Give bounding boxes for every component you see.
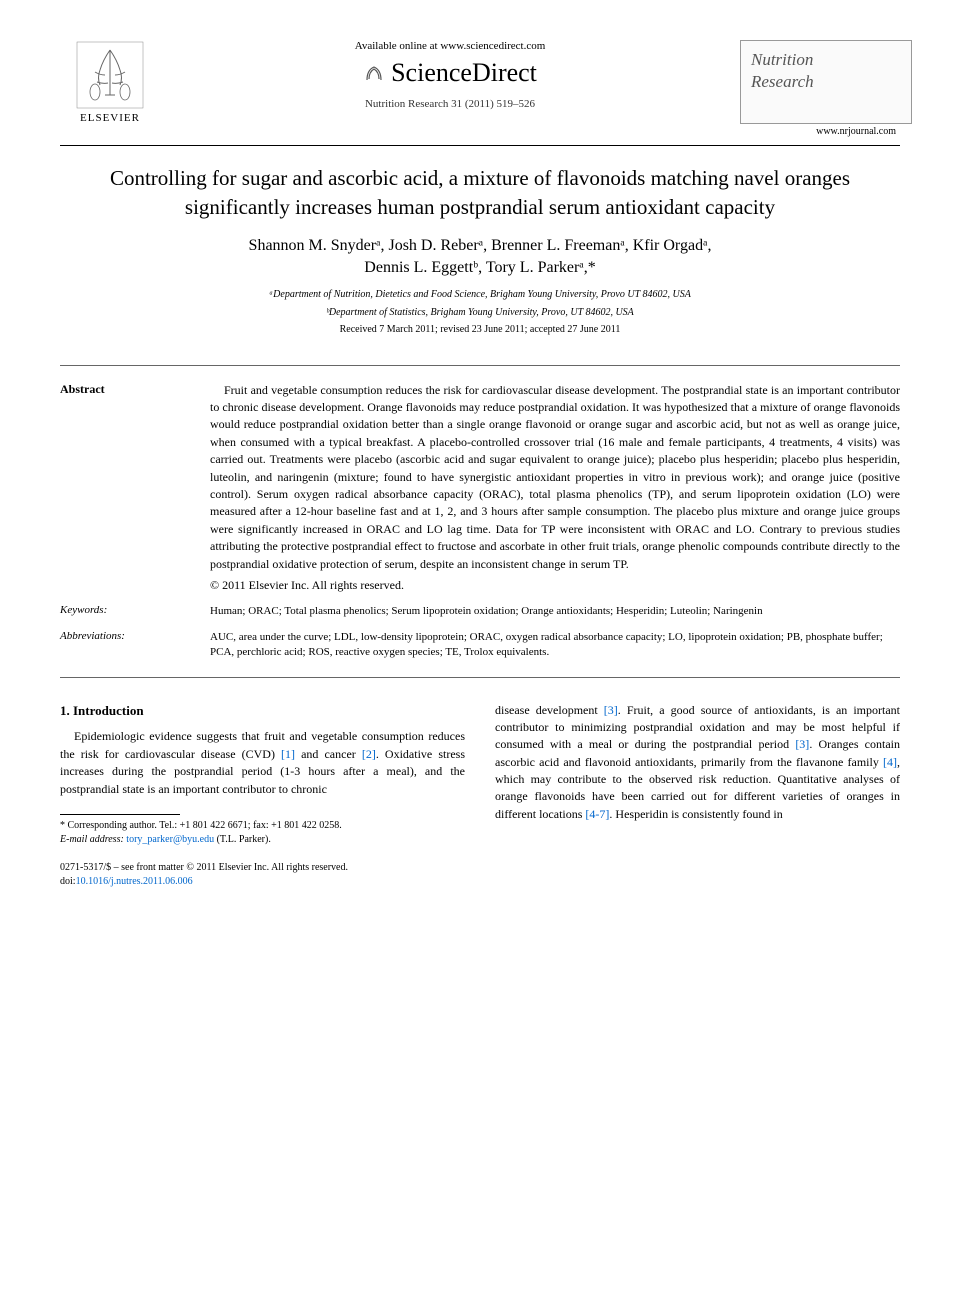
column-left: 1. Introduction Epidemiologic evidence s… — [60, 702, 465, 889]
authors-line1: Shannon M. Snyderᵃ, Josh D. Reberᵃ, Bren… — [60, 235, 900, 257]
article-dates: Received 7 March 2011; revised 23 June 2… — [60, 324, 900, 335]
email-footnote: E-mail address: tory_parker@byu.edu (T.L… — [60, 833, 465, 847]
sciencedirect-brand: ScienceDirect — [180, 58, 720, 88]
elsevier-logo-icon — [75, 40, 145, 110]
ref-link-3a[interactable]: [3] — [604, 703, 618, 717]
journal-name-line2: Research — [751, 71, 901, 93]
issn-footer: 0271-5317/$ – see front matter © 2011 El… — [60, 861, 465, 875]
abstract-body: Fruit and vegetable consumption reduces … — [210, 382, 900, 595]
email-label: E-mail address: — [60, 834, 124, 845]
abstract-bottom-rule — [60, 677, 900, 678]
abstract-copyright: © 2011 Elsevier Inc. All rights reserved… — [210, 577, 900, 594]
keywords-text: Human; ORAC; Total plasma phenolics; Ser… — [210, 604, 900, 619]
ref-link-4[interactable]: [4] — [883, 755, 897, 769]
intro-paragraph-right: disease development [3]. Fruit, a good s… — [495, 702, 900, 824]
email-name: (T.L. Parker). — [217, 834, 271, 845]
column-right: disease development [3]. Fruit, a good s… — [495, 702, 900, 889]
journal-url: www.nrjournal.com — [740, 126, 896, 137]
affiliation-a: ᵃDepartment of Nutrition, Dietetics and … — [60, 288, 900, 302]
keywords-label: Keywords: — [60, 604, 170, 619]
body-columns: 1. Introduction Epidemiologic evidence s… — [60, 702, 900, 889]
intro-paragraph-left: Epidemiologic evidence suggests that fru… — [60, 728, 465, 798]
article-title: Controlling for sugar and ascorbic acid,… — [90, 164, 870, 221]
doi-footer: doi:10.1016/j.nutres.2011.06.006 — [60, 875, 465, 889]
ref-link-4-7[interactable]: [4-7] — [585, 807, 609, 821]
available-online-text: Available online at www.sciencedirect.co… — [180, 40, 720, 52]
keywords-row: Keywords: Human; ORAC; Total plasma phen… — [60, 604, 900, 619]
authors-block: Shannon M. Snyderᵃ, Josh D. Reberᵃ, Bren… — [60, 235, 900, 280]
publisher-label: ELSEVIER — [80, 112, 140, 124]
ref-link-3b[interactable]: [3] — [795, 737, 809, 751]
abstract-top-rule — [60, 365, 900, 366]
journal-cover-block: Nutrition Research www.nrjournal.com — [740, 40, 900, 137]
doi-link[interactable]: 10.1016/j.nutres.2011.06.006 — [76, 876, 193, 887]
header-row: ELSEVIER Available online at www.science… — [60, 40, 900, 137]
ref-link-2[interactable]: [2] — [362, 747, 376, 761]
authors-line2: Dennis L. Eggettᵇ, Tory L. Parkerᵃ,* — [60, 257, 900, 279]
sciencedirect-icon — [363, 62, 385, 84]
abbreviations-row: Abbreviations: AUC, area under the curve… — [60, 630, 900, 661]
abstract-section: Abstract Fruit and vegetable consumption… — [60, 382, 900, 595]
intro-heading: 1. Introduction — [60, 702, 465, 721]
corresponding-author-note: * Corresponding author. Tel.: +1 801 422… — [60, 819, 465, 833]
doi-label: doi: — [60, 876, 76, 887]
footnote-rule — [60, 814, 180, 815]
abbreviations-label: Abbreviations: — [60, 630, 170, 661]
publisher-block: ELSEVIER — [60, 40, 160, 124]
email-link[interactable]: tory_parker@byu.edu — [126, 834, 214, 845]
abbreviations-text: AUC, area under the curve; LDL, low-dens… — [210, 630, 900, 661]
abstract-text: Fruit and vegetable consumption reduces … — [210, 382, 900, 573]
abstract-label: Abstract — [60, 382, 170, 595]
sciencedirect-label: ScienceDirect — [391, 58, 537, 88]
journal-reference: Nutrition Research 31 (2011) 519–526 — [180, 98, 720, 110]
header-rule — [60, 145, 900, 146]
center-header-block: Available online at www.sciencedirect.co… — [160, 40, 740, 110]
journal-name-line1: Nutrition — [751, 49, 901, 71]
ref-link-1[interactable]: [1] — [281, 747, 295, 761]
affiliation-b: ᵇDepartment of Statistics, Brigham Young… — [60, 306, 900, 320]
